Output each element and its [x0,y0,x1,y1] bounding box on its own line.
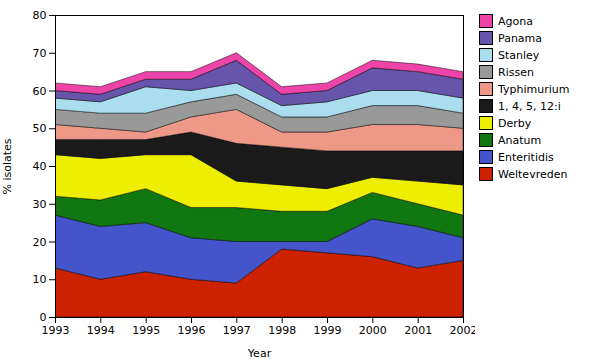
html-text:Typhimurium: Typhimurium [498,82,570,96]
html-text:Anatum: Anatum [498,133,542,147]
html-text:Panama: Panama [498,31,543,45]
svg-text:% isolates: % isolates [1,138,14,194]
svg-text:2000: 2000 [359,324,387,337]
svg-text:40: 40 [33,160,47,173]
svg-text:1993: 1993 [42,324,70,337]
svg-text:1996: 1996 [178,324,206,337]
svg-text:2002: 2002 [450,324,476,337]
svg-text:70: 70 [33,47,47,60]
html-text:Rissen: Rissen [498,65,534,79]
html-text:Enteritidis: Enteritidis [498,150,554,164]
svg-text:10: 10 [33,273,47,286]
svg-text:50: 50 [33,122,47,135]
svg-text:80: 80 [33,9,47,22]
html-text:Stanley: Stanley [498,48,540,62]
svg-text:1995: 1995 [132,324,160,337]
html-text:Agona: Agona [498,14,533,28]
svg-text:30: 30 [33,198,47,211]
svg-text:1994: 1994 [87,324,115,337]
svg-text:0: 0 [40,311,47,324]
svg-text:60: 60 [33,85,47,98]
svg-text:1998: 1998 [268,324,296,337]
svg-text:Year: Year [247,347,272,359]
svg-text:1999: 1999 [314,324,342,337]
html-text:Weltevreden: Weltevreden [498,167,568,181]
svg-text:1997: 1997 [223,324,251,337]
html-text:Derby: Derby [498,116,532,130]
html-text:1, 4, 5, 12:i: 1, 4, 5, 12:i [498,99,561,113]
svg-text:20: 20 [33,236,47,249]
svg-text:2001: 2001 [404,324,432,337]
